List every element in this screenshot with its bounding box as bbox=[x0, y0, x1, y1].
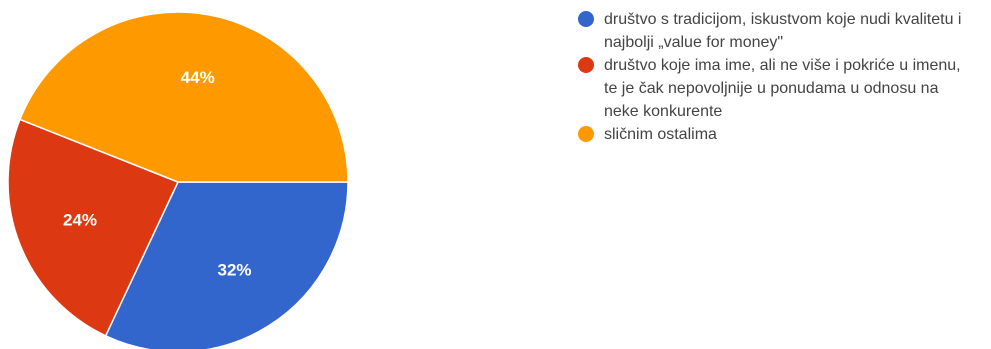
legend-label: društvo koje ima ime, ali ne više i pokr… bbox=[604, 57, 961, 120]
pie-chart: 32% 24% 44% bbox=[7, 11, 349, 349]
pie-slice-similar-to-others[interactable] bbox=[18, 11, 349, 183]
legend-item-tradition[interactable]: društvo s tradicijom, iskustvom koje nud… bbox=[578, 8, 978, 54]
slice-percent-label: 32% bbox=[217, 260, 251, 279]
slice-percent-label: 24% bbox=[63, 210, 97, 229]
pie-slice-name-without-coverage[interactable] bbox=[7, 118, 180, 337]
slice-percent-label: 44% bbox=[181, 68, 215, 87]
legend-item-similar-to-others[interactable]: sličnim ostalima bbox=[578, 123, 978, 146]
legend-swatch-red bbox=[578, 57, 594, 73]
legend-item-name-without-coverage[interactable]: društvo koje ima ime, ali ne više i pokr… bbox=[578, 54, 978, 123]
legend-swatch-orange bbox=[578, 126, 594, 142]
legend-label: sličnim ostalima bbox=[604, 126, 717, 143]
legend: društvo s tradicijom, iskustvom koje nud… bbox=[578, 8, 978, 146]
legend-swatch-blue bbox=[578, 11, 594, 27]
legend-label: društvo s tradicijom, iskustvom koje nud… bbox=[604, 11, 962, 51]
